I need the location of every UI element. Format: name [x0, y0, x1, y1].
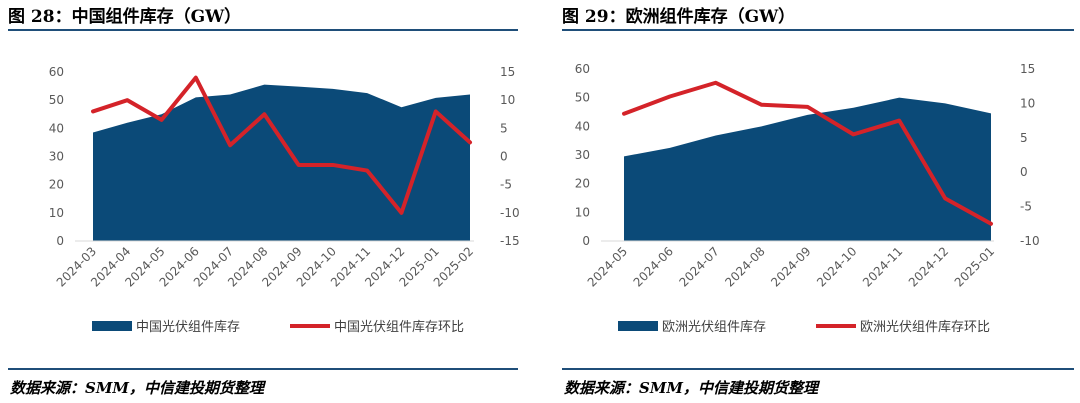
europe-x-tick-label: 2024-11 — [860, 244, 905, 289]
china-line-series — [91, 75, 472, 215]
europe-legend-area-swatch — [618, 321, 658, 331]
europe-right-tick-label: 10 — [1020, 96, 1035, 110]
europe-right-tick-label: 0 — [1020, 165, 1028, 179]
china-left-tick-label: 30 — [49, 150, 64, 164]
europe-x-tick-label: 2024-08 — [722, 244, 767, 289]
europe-left-tick-label: 50 — [575, 91, 590, 105]
europe-legend-label: 欧洲光伏组件库存 — [662, 319, 766, 335]
europe-x-tick-label: 2024-12 — [906, 244, 951, 289]
right-top-rule — [562, 29, 1074, 31]
china-legend-label: 中国光伏组件库存环比 — [334, 319, 464, 335]
china-left-tick-label: 50 — [49, 93, 64, 107]
right-bottom-rule — [562, 368, 1074, 370]
china-legend-area-swatch — [92, 321, 132, 331]
china-left-tick-label: 40 — [49, 121, 64, 135]
china-right-tick-label: 5 — [500, 121, 508, 135]
china-left-tick-label: 10 — [49, 206, 64, 220]
europe-left-tick-label: 60 — [575, 62, 590, 76]
china-left-tick-label: 60 — [49, 65, 64, 79]
europe-x-tick-label: 2024-09 — [768, 244, 813, 289]
china-right-tick-label: 0 — [500, 150, 508, 164]
europe-right-tick-label: -5 — [1020, 200, 1032, 214]
europe-x-tick-label: 2024-05 — [585, 244, 630, 289]
left-top-rule — [8, 29, 518, 31]
europe-line-series — [622, 80, 993, 226]
europe-right-tick-label: -10 — [1020, 234, 1040, 248]
europe-x-tick-label: 2025-01 — [952, 244, 997, 289]
europe-x-tick-label: 2024-06 — [631, 244, 676, 289]
europe-right-tick-label: 15 — [1020, 62, 1035, 76]
europe-legend-label: 欧洲光伏组件库存环比 — [860, 319, 990, 335]
europe-right-tick-label: 5 — [1020, 131, 1028, 145]
china-area-series — [93, 84, 470, 241]
europe-left-tick-label: 30 — [575, 148, 590, 162]
europe-left-tick-label: 10 — [575, 205, 590, 219]
china-right-tick-label: -5 — [500, 178, 512, 192]
left-bottom-rule — [8, 368, 518, 370]
europe-left-tick-label: 0 — [582, 234, 590, 248]
europe-x-tick-label: 2024-07 — [677, 244, 722, 289]
europe-left-tick-label: 40 — [575, 119, 590, 133]
right-figure-title: 图 29：欧洲组件库存（GW） — [562, 7, 796, 27]
europe-area-series — [624, 97, 991, 242]
china-left-tick-label: 20 — [49, 178, 64, 192]
left-figure-title: 图 28：中国组件库存（GW） — [8, 7, 242, 27]
europe-left-tick-label: 20 — [575, 177, 590, 191]
right-source-note: 数据来源：SMM，中信建投期货整理 — [564, 379, 819, 397]
china-legend-label: 中国光伏组件库存 — [136, 319, 240, 335]
left-source-note: 数据来源：SMM，中信建投期货整理 — [10, 379, 265, 397]
europe-x-tick-label: 2024-10 — [814, 244, 859, 289]
china-right-tick-label: -10 — [500, 206, 520, 220]
china-right-tick-label: 10 — [500, 93, 515, 107]
china-left-tick-label: 0 — [56, 234, 64, 248]
china-right-tick-label: -15 — [500, 234, 520, 248]
china-right-tick-label: 15 — [500, 65, 515, 79]
